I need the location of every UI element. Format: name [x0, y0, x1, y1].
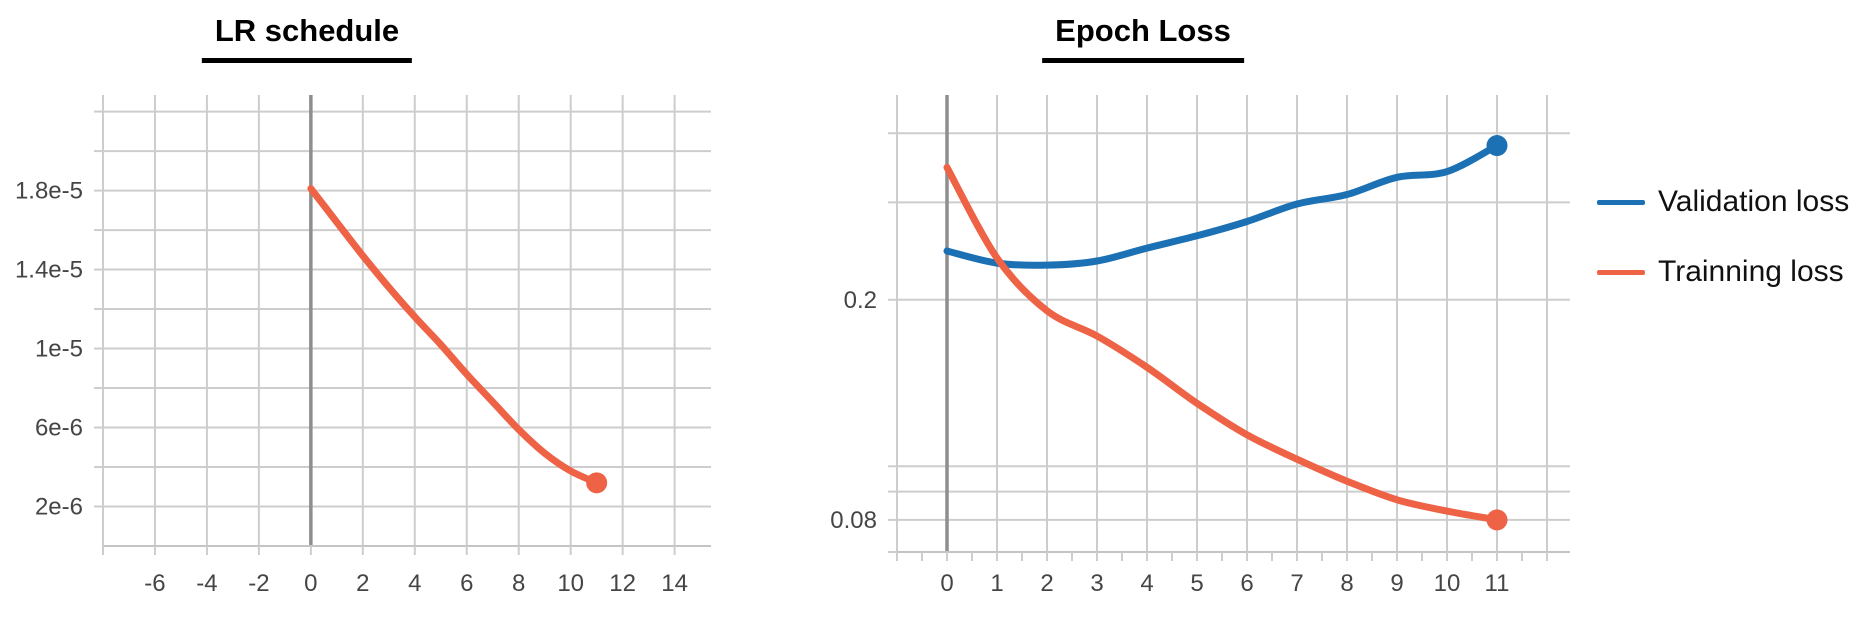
y-tick-label: 1e-5: [35, 336, 83, 363]
x-tick-label: 5: [1190, 570, 1203, 597]
lr-end-dot: [586, 472, 608, 494]
training-loss-swatch: [1597, 269, 1645, 275]
x-tick-label: 12: [609, 570, 636, 597]
y-tick-label: 2e-6: [35, 494, 83, 521]
lr-schedule-title: LR schedule: [201, 13, 413, 63]
x-tick-label: 3: [1090, 570, 1103, 597]
x-tick-label: 8: [1340, 570, 1353, 597]
x-tick-label: 10: [557, 570, 584, 597]
legend: Validation loss Trainning loss: [1597, 183, 1849, 323]
y-tick-label: 0.2: [844, 287, 877, 314]
trainning-loss-end-dot: [1486, 509, 1508, 531]
x-tick-label: -6: [144, 570, 165, 597]
y-tick-label: 1.8e-5: [15, 178, 83, 205]
x-tick-label: 14: [661, 570, 688, 597]
x-tick-label: 4: [1140, 570, 1153, 597]
validation-loss-curve: [943, 142, 1501, 269]
y-tick-label: 1.4e-5: [15, 257, 83, 284]
x-tick-label: 9: [1390, 570, 1403, 597]
x-tick-label: 6: [460, 570, 473, 597]
lr-schedule-chart: -6 -4 -2 0 2 4 6 8 10 12 14 1.8e-5 1.4e-5 1e-5 6e-6 2e-…: [15, 95, 711, 597]
y-tick-label: 6e-6: [35, 415, 83, 442]
legend-label-training-loss: Trainning loss: [1658, 255, 1844, 288]
epoch-loss-title: Epoch Loss: [1042, 13, 1244, 63]
validation-loss-swatch: [1597, 199, 1645, 205]
x-tick-label: 4: [408, 570, 421, 597]
x-tick-label: 6: [1240, 570, 1253, 597]
validation-loss-end-dot: [1486, 135, 1508, 157]
x-tick-label: -4: [196, 570, 217, 597]
lr-curve: [307, 185, 601, 487]
epoch-loss-chart: 0 1 2 3 4 5 6 7 8 9 10 11 0.2 0.08: [830, 95, 1570, 597]
x-tick-label: 0: [304, 570, 317, 597]
x-tick-label: 0: [940, 570, 953, 597]
trainning-loss-curve: [943, 163, 1501, 524]
legend-item-training-loss[interactable]: Trainning loss: [1597, 253, 1849, 291]
x-tick-label: 2: [1040, 570, 1053, 597]
x-tick-label: 11: [1485, 570, 1510, 597]
y-tick-label: 0.08: [830, 507, 877, 534]
legend-label-validation-loss: Validation loss: [1658, 185, 1850, 218]
x-tick-label: 2: [356, 570, 369, 597]
legend-item-validation-loss[interactable]: Validation loss: [1597, 183, 1849, 221]
x-tick-label: 7: [1290, 570, 1303, 597]
x-tick-label: 8: [512, 570, 525, 597]
x-tick-label: -2: [248, 570, 269, 597]
x-tick-label: 1: [990, 570, 1003, 597]
x-tick-label: 10: [1434, 570, 1461, 597]
